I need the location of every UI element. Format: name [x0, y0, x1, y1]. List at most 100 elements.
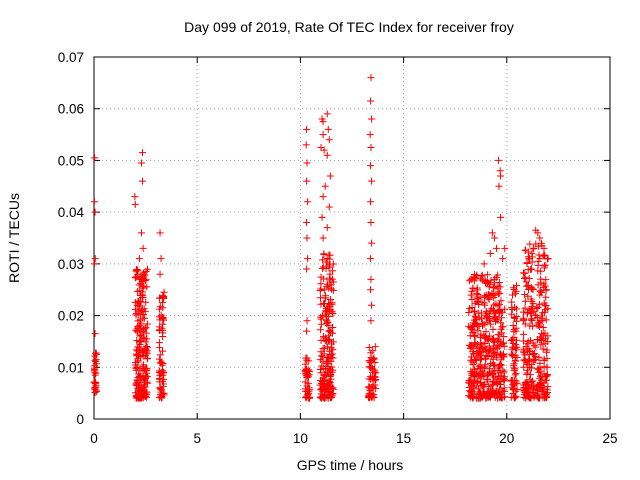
data-point	[510, 376, 518, 384]
data-point	[327, 393, 335, 401]
data-point	[536, 234, 544, 242]
data-point	[485, 335, 493, 343]
data-point	[477, 309, 485, 317]
data-point	[488, 229, 496, 237]
data-point	[136, 373, 144, 381]
data-point	[491, 349, 499, 357]
data-point	[325, 327, 333, 335]
data-point	[157, 255, 165, 263]
data-point	[156, 270, 164, 278]
data-point	[368, 301, 376, 309]
data-point	[156, 302, 164, 310]
data-point	[156, 344, 164, 352]
data-point	[131, 305, 139, 313]
data-point	[326, 296, 334, 304]
data-point	[486, 250, 494, 258]
data-point	[476, 343, 484, 351]
data-point	[530, 392, 538, 400]
data-point	[469, 348, 477, 356]
data-point	[323, 224, 331, 232]
data-point	[131, 200, 139, 208]
data-point	[303, 177, 311, 185]
data-point	[469, 382, 477, 390]
data-point	[473, 377, 481, 385]
data-point	[367, 144, 375, 151]
data-point	[480, 373, 488, 381]
data-point	[477, 379, 485, 387]
data-point	[524, 266, 532, 274]
data-point	[511, 380, 519, 388]
data-point	[531, 356, 539, 364]
data-point	[139, 177, 147, 185]
data-point	[510, 362, 518, 370]
data-point	[367, 393, 375, 401]
data-point	[132, 366, 140, 374]
data-point	[323, 151, 331, 159]
data-point	[321, 370, 329, 378]
data-point	[303, 125, 311, 133]
data-point	[319, 234, 327, 242]
data-point	[328, 391, 336, 399]
data-point	[135, 255, 143, 263]
data-point	[319, 256, 327, 264]
data-point	[367, 97, 375, 105]
x-tick-label: 10	[293, 431, 308, 446]
data-point	[524, 361, 532, 369]
data-point	[528, 265, 536, 273]
data-point	[540, 356, 548, 364]
data-point	[540, 283, 548, 291]
data-point	[365, 343, 373, 351]
data-point	[536, 318, 544, 326]
data-point	[91, 384, 99, 392]
y-tick-label: 0.03	[58, 257, 84, 272]
data-point	[521, 320, 529, 328]
data-point	[467, 341, 475, 349]
data-point	[486, 342, 494, 350]
data-point	[158, 313, 166, 321]
data-point	[542, 302, 550, 310]
plot-frame	[93, 56, 611, 420]
data-point	[369, 347, 377, 355]
data-point	[534, 229, 542, 237]
data-point	[542, 293, 550, 301]
data-point	[320, 250, 328, 258]
data-point	[306, 394, 314, 402]
data-point	[541, 301, 549, 309]
data-point	[303, 317, 311, 325]
data-point	[535, 323, 543, 331]
data-point	[325, 284, 333, 292]
data-point	[492, 343, 500, 351]
data-point	[92, 357, 100, 365]
data-point	[495, 156, 503, 164]
data-point	[132, 326, 140, 334]
data-point	[495, 182, 503, 190]
data-point	[371, 359, 379, 367]
data-point	[365, 375, 373, 383]
data-point	[139, 314, 147, 322]
data-point	[91, 208, 99, 216]
data-point	[507, 350, 515, 358]
data-point	[143, 283, 151, 291]
data-point	[316, 326, 324, 334]
data-point	[524, 292, 532, 300]
data-point	[520, 330, 528, 338]
data-point	[519, 337, 527, 345]
data-point	[538, 373, 546, 381]
data-point	[541, 252, 549, 260]
data-point	[303, 327, 311, 335]
data-point	[497, 314, 505, 322]
data-point	[487, 276, 495, 284]
data-point	[142, 275, 150, 283]
data-point	[477, 330, 485, 338]
data-point	[317, 144, 325, 151]
data-point	[471, 307, 479, 315]
data-point	[490, 337, 498, 345]
data-point	[500, 350, 508, 358]
data-point	[305, 368, 313, 376]
data-point	[139, 282, 147, 290]
data-point	[134, 351, 142, 359]
data-point	[509, 321, 517, 329]
data-point	[140, 381, 148, 389]
data-point	[476, 388, 484, 396]
data-point	[479, 369, 487, 377]
